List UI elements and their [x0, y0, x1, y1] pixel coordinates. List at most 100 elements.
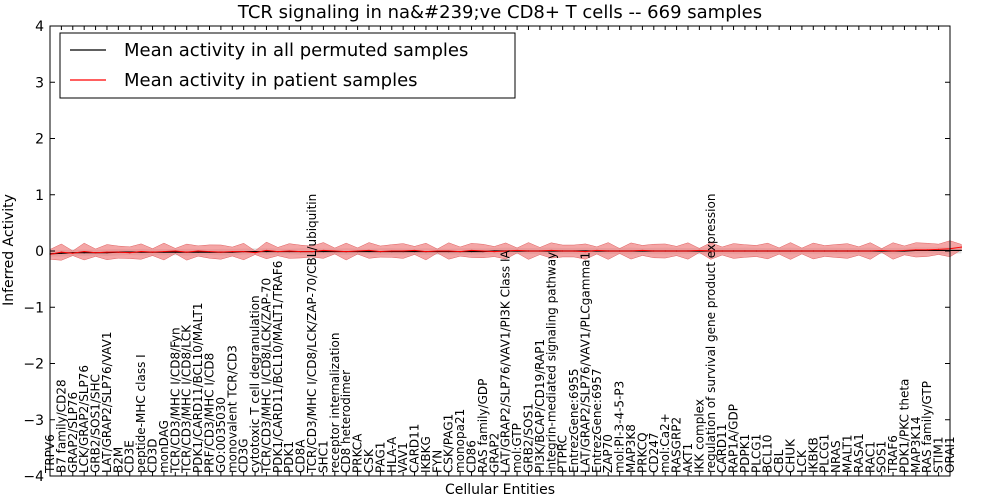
patient-point — [664, 250, 666, 252]
x-tick-label: CD3G — [237, 438, 251, 473]
patient-point — [94, 252, 97, 254]
patient-point — [425, 250, 427, 253]
patient-point — [630, 250, 632, 252]
patient-point — [732, 250, 735, 252]
patient-point — [356, 250, 359, 252]
x-tick-label: IKBKG — [419, 436, 433, 473]
patient-point — [596, 249, 598, 252]
patient-point — [607, 250, 609, 252]
patient-point — [208, 250, 211, 253]
x-tick-label: SOS1 — [875, 441, 889, 473]
patient-point — [938, 248, 940, 250]
patient-point — [106, 251, 108, 253]
x-tick-label: CHUK — [784, 438, 798, 473]
patient-point — [812, 250, 814, 252]
patient-point — [322, 249, 325, 252]
x-tick-label: PLCG1 — [818, 434, 832, 473]
x-tick-label: peptide-MHC class I — [134, 354, 148, 473]
permuted-point — [254, 250, 256, 253]
patient-point — [482, 250, 484, 252]
x-tick-label: mol:Ca2+ — [658, 413, 672, 473]
patient-point — [858, 250, 860, 252]
patient-point — [755, 250, 757, 252]
patient-point — [801, 250, 803, 252]
patient-point — [767, 250, 769, 252]
patient-point — [402, 250, 404, 252]
y-tick-label: −3 — [23, 413, 44, 429]
patient-point — [687, 250, 689, 252]
x-tick-label: PI3K/BCAP/CD19/RAP1 — [533, 339, 547, 473]
x-tick-label: PTPRC — [556, 435, 570, 473]
patient-point — [254, 252, 256, 254]
x-tick-label: PDK1/PKC theta — [897, 379, 911, 473]
patient-point — [448, 250, 450, 252]
y-tick-label: −4 — [23, 469, 44, 485]
patient-point — [903, 249, 906, 252]
x-tick-label: mol:GTP — [510, 423, 524, 473]
x-tick-label: monovalent TCR/CD3 — [225, 345, 239, 473]
permuted-point — [960, 249, 962, 252]
x-tick-label: RAC1 — [863, 441, 877, 473]
patient-point — [186, 251, 188, 253]
x-tick-label: IKK complex — [692, 399, 706, 473]
patient-point — [527, 250, 530, 252]
patient-point — [83, 250, 85, 253]
x-tick-label: PAG1 — [373, 442, 387, 473]
permuted-point — [368, 250, 370, 253]
x-tick-label: CD8A — [294, 439, 308, 473]
patient-point — [619, 250, 621, 252]
patient-point — [721, 250, 723, 252]
patient-point — [698, 249, 700, 252]
x-tick-label: GRAP2/SLP76 — [66, 392, 80, 473]
patient-point — [641, 249, 644, 252]
y-tick-label: 3 — [35, 75, 44, 91]
x-tick-label: HLA-A — [385, 436, 399, 473]
patient-point — [311, 250, 313, 253]
x-tick-label: RASGRP2 — [670, 417, 684, 473]
patient-point — [60, 251, 62, 253]
patient-point — [584, 250, 587, 253]
x-tick-label: PDK1/CARD11/BCL10/MALT1 — [191, 303, 205, 473]
patient-point — [163, 250, 165, 253]
patient-point — [288, 250, 290, 252]
x-tick-label: TCR/CD3/MHC I/CD8/LCK/ZAP-70/CBL/ubiquit… — [305, 194, 319, 474]
x-tick-label: GRB2/SOS1/SHC — [89, 374, 103, 473]
legend-label: Mean activity in all permuted samples — [124, 40, 468, 61]
x-tick-label: VAV1 — [396, 442, 410, 473]
patient-point — [72, 252, 74, 254]
patient-point — [265, 249, 268, 252]
permuted-point — [60, 252, 62, 254]
x-tick-label: CD247 — [647, 432, 661, 473]
x-tick-label: AKT1 — [681, 443, 695, 473]
patient-point — [881, 249, 883, 252]
patient-point — [835, 250, 837, 252]
patient-point — [505, 250, 507, 252]
x-tick-label: CD3E — [123, 440, 137, 473]
x-tick-label: ZAP70 — [601, 434, 615, 473]
patient-point — [493, 250, 495, 253]
patient-point — [140, 250, 142, 253]
x-tick-label: PRKCA — [351, 433, 365, 473]
x-tick-label: PLCG1 — [749, 434, 763, 473]
x-tick-label: RASA1 — [852, 433, 866, 473]
x-tick-label: PRF/CD3/MHC I/CD8 — [202, 353, 216, 473]
x-tick-label: LCK/GRAP2/SLP76 — [77, 365, 91, 473]
patient-point — [277, 250, 279, 253]
x-tick-label: FYN — [430, 450, 444, 473]
permuted-point — [174, 251, 176, 253]
patient-point — [960, 246, 962, 248]
patient-point — [516, 249, 518, 252]
x-tick-label: CSK/PAG1 — [442, 414, 456, 473]
x-tick-label: B7 family/CD28 — [54, 379, 68, 473]
permuted-point — [413, 250, 416, 253]
patient-point — [231, 250, 233, 253]
patient-point — [220, 251, 222, 253]
x-axis-label: Cellular Entities — [445, 482, 555, 498]
patient-point — [710, 250, 712, 252]
x-tick-label: TRAF6 — [886, 435, 900, 474]
legend-box — [59, 32, 516, 99]
x-tick-label: BCL10 — [761, 435, 775, 473]
x-tick-label: GO:0035030 — [214, 397, 228, 473]
x-tick-label: CSK — [362, 448, 376, 473]
